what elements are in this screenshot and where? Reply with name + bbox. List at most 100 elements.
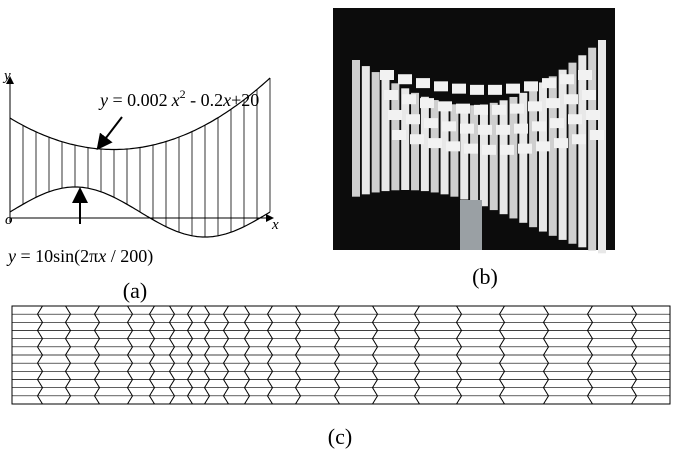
paper-cell <box>456 103 470 114</box>
paper-cell <box>460 123 474 134</box>
equation: y = 0.002 x2 - 0.2x+20 <box>98 87 259 110</box>
paper-strip <box>361 66 370 195</box>
paper-cell <box>532 121 546 132</box>
fold-line <box>498 305 506 405</box>
panel-b: (b) <box>333 8 615 289</box>
paper-cell <box>582 90 596 100</box>
paper-cell <box>388 110 402 120</box>
paper-cell <box>420 98 434 109</box>
paper-cell <box>536 141 550 152</box>
paper-strip <box>548 76 557 236</box>
curves <box>9 77 271 238</box>
paper-cell <box>428 138 442 149</box>
paper-cell <box>506 83 520 94</box>
panel-label: (b) <box>472 264 498 289</box>
paper-cell <box>528 101 542 112</box>
equation: y = 10sin(2πx / 200) <box>6 246 153 267</box>
fold-line <box>168 305 176 405</box>
paper-cell <box>380 70 394 80</box>
stand <box>460 200 482 250</box>
paper-cell <box>546 98 560 109</box>
fold-line <box>243 305 251 405</box>
photo-content <box>352 40 606 254</box>
axis-label: y <box>2 68 11 84</box>
paper-strip <box>440 102 449 195</box>
paper-cell <box>510 103 524 114</box>
paper-strip <box>499 100 508 215</box>
fold-line <box>333 305 341 405</box>
paper-cell <box>478 124 492 135</box>
paper-cell <box>492 104 506 115</box>
paper-cell <box>572 134 586 145</box>
fold-line <box>36 305 44 405</box>
paper-cell <box>488 84 502 95</box>
paper-cell <box>496 124 510 135</box>
paper-cell <box>560 74 574 85</box>
paper-cell <box>464 143 478 154</box>
paper-cell <box>452 83 466 94</box>
paper-cell <box>542 78 556 89</box>
strip-lines <box>12 305 670 405</box>
paper-strip <box>529 87 538 228</box>
fold-line <box>455 305 463 405</box>
paper-cell <box>500 144 514 155</box>
paper-cell <box>578 70 592 80</box>
paper-strip <box>381 77 390 192</box>
paper-cell <box>586 110 600 120</box>
paper-strip <box>598 40 606 254</box>
paper-cell <box>438 101 452 112</box>
paper-strip <box>578 55 587 248</box>
origin-label: o <box>5 212 13 228</box>
panel-a: y x o y = 0.002 x2 - 0.2x+20 y = 10sin(2π… <box>2 68 279 303</box>
paper-cell <box>424 118 438 129</box>
paper-cell <box>384 90 398 100</box>
paper-strip <box>509 96 518 219</box>
paper-strip <box>519 92 528 223</box>
fold-line <box>64 305 72 405</box>
panel-label: (a) <box>123 278 147 303</box>
paper-cell <box>410 134 424 145</box>
paper-cell <box>474 104 488 115</box>
paper-cell <box>442 121 456 132</box>
paper-strip <box>558 69 567 240</box>
fold-line <box>186 305 194 405</box>
paper-strip <box>371 72 380 193</box>
fold-line <box>148 305 156 405</box>
paper-cell <box>518 143 532 154</box>
fold-line <box>266 305 274 405</box>
fold-line <box>371 305 379 405</box>
fold-line <box>586 305 594 405</box>
paper-strip <box>479 104 488 207</box>
fold-line <box>630 305 638 405</box>
paper-cell <box>550 118 564 129</box>
paper-strip <box>568 62 577 244</box>
paper-strip <box>420 96 429 192</box>
fold-line <box>203 305 211 405</box>
paper-strip <box>538 82 547 232</box>
paper-strip <box>489 102 498 211</box>
paper-cell <box>446 141 460 152</box>
paper-strip <box>470 105 479 203</box>
paper-cell <box>470 84 484 95</box>
paper-cell <box>406 114 420 125</box>
fold-line <box>222 305 230 405</box>
fold-line <box>542 305 550 405</box>
axis-label: x <box>271 217 279 233</box>
paper-cell <box>392 130 406 140</box>
paper-cell <box>554 138 568 149</box>
panel-label: (c) <box>328 424 352 449</box>
paper-cell <box>398 74 412 85</box>
paper-cell <box>402 94 416 105</box>
paper-strip <box>588 47 597 251</box>
paper-strip <box>352 60 360 197</box>
arrow <box>96 116 123 151</box>
paper-cell <box>524 81 538 92</box>
fold-line <box>126 305 134 405</box>
panel-c: (c) <box>11 305 671 449</box>
paper-cell <box>564 94 578 105</box>
paper-cell <box>416 78 430 89</box>
fold-line <box>413 305 421 405</box>
paper-cell <box>514 123 528 134</box>
paper-cell <box>482 144 496 155</box>
